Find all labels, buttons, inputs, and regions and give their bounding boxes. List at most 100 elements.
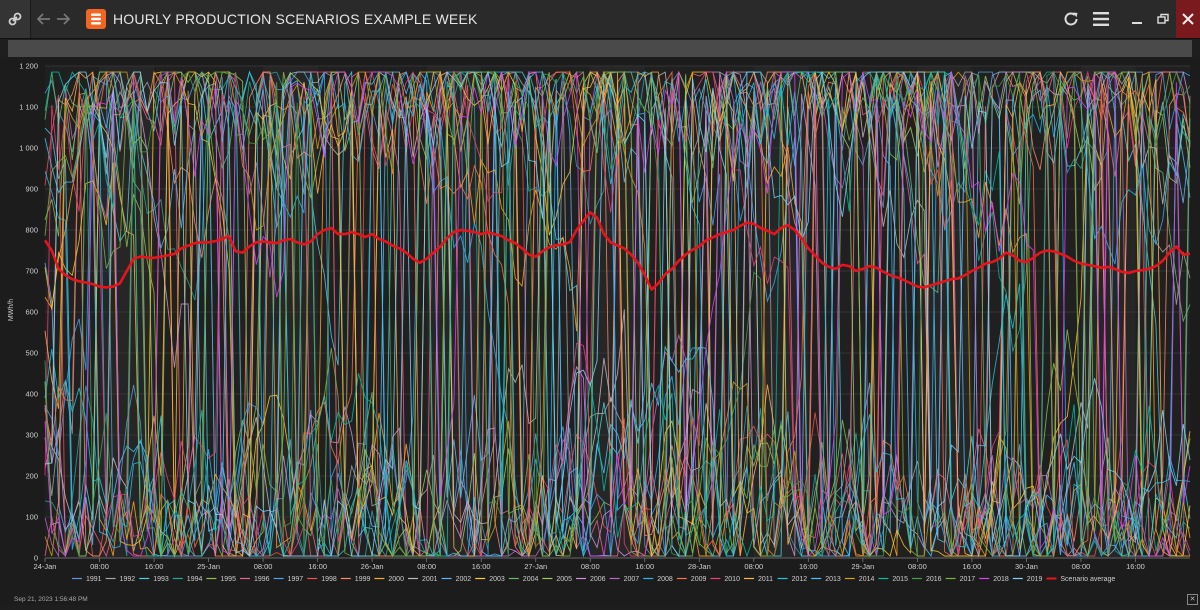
- app-logo-icon: [86, 0, 106, 38]
- legend-label: Scenario average: [1060, 576, 1115, 583]
- legend-entry: 1994: [172, 576, 203, 583]
- legend-label: 1995: [220, 576, 236, 583]
- y-tick-label: 800: [25, 226, 38, 235]
- legend-label: 2000: [388, 576, 404, 583]
- legend-label: 2016: [926, 576, 942, 583]
- link-icon[interactable]: [0, 0, 31, 38]
- legend-entry: 2003: [475, 576, 505, 583]
- legend-entry: 2007: [609, 576, 640, 583]
- legend-entry: 2002: [441, 576, 472, 583]
- y-tick-label: 300: [25, 431, 38, 440]
- legend-entry: 1995: [206, 576, 236, 583]
- legend-label: 1997: [288, 576, 304, 583]
- y-tick-label: 1 000: [19, 144, 38, 153]
- legend: 1991 1992 1993 1994 1995 1996 1997 1998 1999 2000…: [72, 576, 1115, 583]
- scenario-line: [44, 70, 1191, 558]
- scenario-line: [44, 70, 1190, 557]
- x-tick-label: 30-Jan: [1015, 562, 1038, 571]
- x-tick-label: 29-Jan: [851, 562, 874, 571]
- legend-label: 2015: [892, 576, 908, 583]
- average-line: [43, 211, 1191, 291]
- x-tick-label: 28-Jan: [688, 562, 711, 571]
- x-tick-label: 25-Jan: [197, 562, 220, 571]
- legend-label: 2010: [724, 576, 740, 583]
- x-tick-label: 08:00: [1072, 562, 1091, 571]
- x-tick-label: 16:00: [963, 562, 982, 571]
- scenario-line: [44, 71, 1191, 558]
- y-tick-label: 100: [25, 513, 38, 522]
- x-tick-label: 27-Jan: [524, 562, 547, 571]
- legend-entry: 2013: [811, 576, 841, 583]
- legend-label: 1993: [153, 576, 169, 583]
- x-tick-label: 16:00: [145, 562, 164, 571]
- average-line-group: [43, 211, 1191, 291]
- legend-entry: 2011: [744, 576, 773, 583]
- legend-entry: 1992: [105, 576, 136, 583]
- legend-entry: 1997: [273, 576, 304, 583]
- legend-label: 2003: [489, 576, 505, 583]
- legend-entry: 2006: [576, 576, 606, 583]
- legend-entry: 2004: [508, 576, 538, 583]
- scenario-line: [44, 70, 1191, 558]
- x-tick-label: 08:00: [908, 562, 927, 571]
- restore-icon[interactable]: [1154, 0, 1172, 38]
- scenario-line: [44, 70, 1191, 558]
- y-tick-label: 900: [25, 185, 38, 194]
- legend-label: 1999: [355, 576, 371, 583]
- legend-label: 1994: [187, 576, 203, 583]
- x-tick-label: 24-Jan: [34, 562, 57, 571]
- x-tick-label: 08:00: [744, 562, 763, 571]
- x-tick-label: 16:00: [472, 562, 491, 571]
- x-tick-label: 16:00: [799, 562, 818, 571]
- legend-entry: Scenario average: [1046, 576, 1115, 583]
- legend-entry: 2010: [710, 576, 740, 583]
- footer-close-button[interactable]: ✕: [1187, 594, 1198, 605]
- minimize-icon[interactable]: [1126, 0, 1148, 38]
- legend-entry: 2001: [408, 576, 438, 583]
- legend-label: 2018: [993, 576, 1009, 583]
- legend-entry: 1993: [139, 576, 169, 583]
- legend-label: 2007: [624, 576, 640, 583]
- y-axis-title: MWh/h: [8, 299, 15, 321]
- legend-label: 2017: [960, 576, 976, 583]
- legend-label: 2009: [691, 576, 707, 583]
- legend-entry: 2018: [979, 576, 1009, 583]
- footer-timestamp: Sep 21, 2023 1:56:48 PM: [14, 596, 88, 603]
- legend-entry: 1991: [72, 576, 102, 583]
- y-tick-label: 200: [25, 472, 38, 481]
- y-tick-label: 400: [25, 390, 38, 399]
- scenario-line: [44, 71, 1191, 557]
- refresh-icon[interactable]: [1060, 0, 1082, 38]
- legend-entry: 2012: [777, 576, 807, 583]
- legend-entry: 1996: [240, 576, 270, 583]
- x-tick-label: 08:00: [90, 562, 109, 571]
- legend-label: 2005: [556, 576, 572, 583]
- chart-area: 0 100 200 300 400 500 600 700 800 900 1 000 1 100 1 …: [0, 57, 1200, 605]
- legend-label: 2006: [590, 576, 606, 583]
- legend-entry: 2019: [1012, 576, 1043, 583]
- legend-label: 1992: [120, 576, 136, 583]
- arrow-left-icon[interactable]: [36, 0, 52, 38]
- x-tick-label: 16:00: [635, 562, 654, 571]
- legend-label: 2019: [1027, 576, 1043, 583]
- legend-label: 2014: [859, 576, 875, 583]
- y-tick-label: 500: [25, 349, 38, 358]
- y-tick-label: 0: [34, 554, 38, 563]
- production-chart: 0 100 200 300 400 500 600 700 800 900 1 000 1 100 1 …: [8, 62, 1191, 583]
- x-axis: 24-Jan 08:00 16:00 25-Jan 08:00 16:00 26-Jan 08…: [34, 557, 1190, 571]
- legend-entry: 1998: [307, 576, 337, 583]
- close-icon[interactable]: [1176, 0, 1200, 38]
- y-axis: 0 100 200 300 400 500 600 700 800 900 1 000 1 100 1 …: [19, 62, 38, 563]
- x-tick-label: 16:00: [1126, 562, 1145, 571]
- legend-label: 1991: [86, 576, 102, 583]
- legend-entry: 2017: [945, 576, 976, 583]
- hamburger-menu-icon[interactable]: [1090, 0, 1112, 38]
- legend-label: 2002: [456, 576, 472, 583]
- legend-entry: 2005: [542, 576, 572, 583]
- x-tick-label: 08:00: [254, 562, 273, 571]
- x-tick-label: 08:00: [581, 562, 600, 571]
- arrow-right-icon[interactable]: [55, 0, 71, 38]
- title-bar: HOURLY PRODUCTION SCENARIOS EXAMPLE WEEK: [0, 0, 1200, 39]
- y-tick-label: 1 200: [19, 62, 38, 71]
- x-tick-label: 26-Jan: [361, 562, 384, 571]
